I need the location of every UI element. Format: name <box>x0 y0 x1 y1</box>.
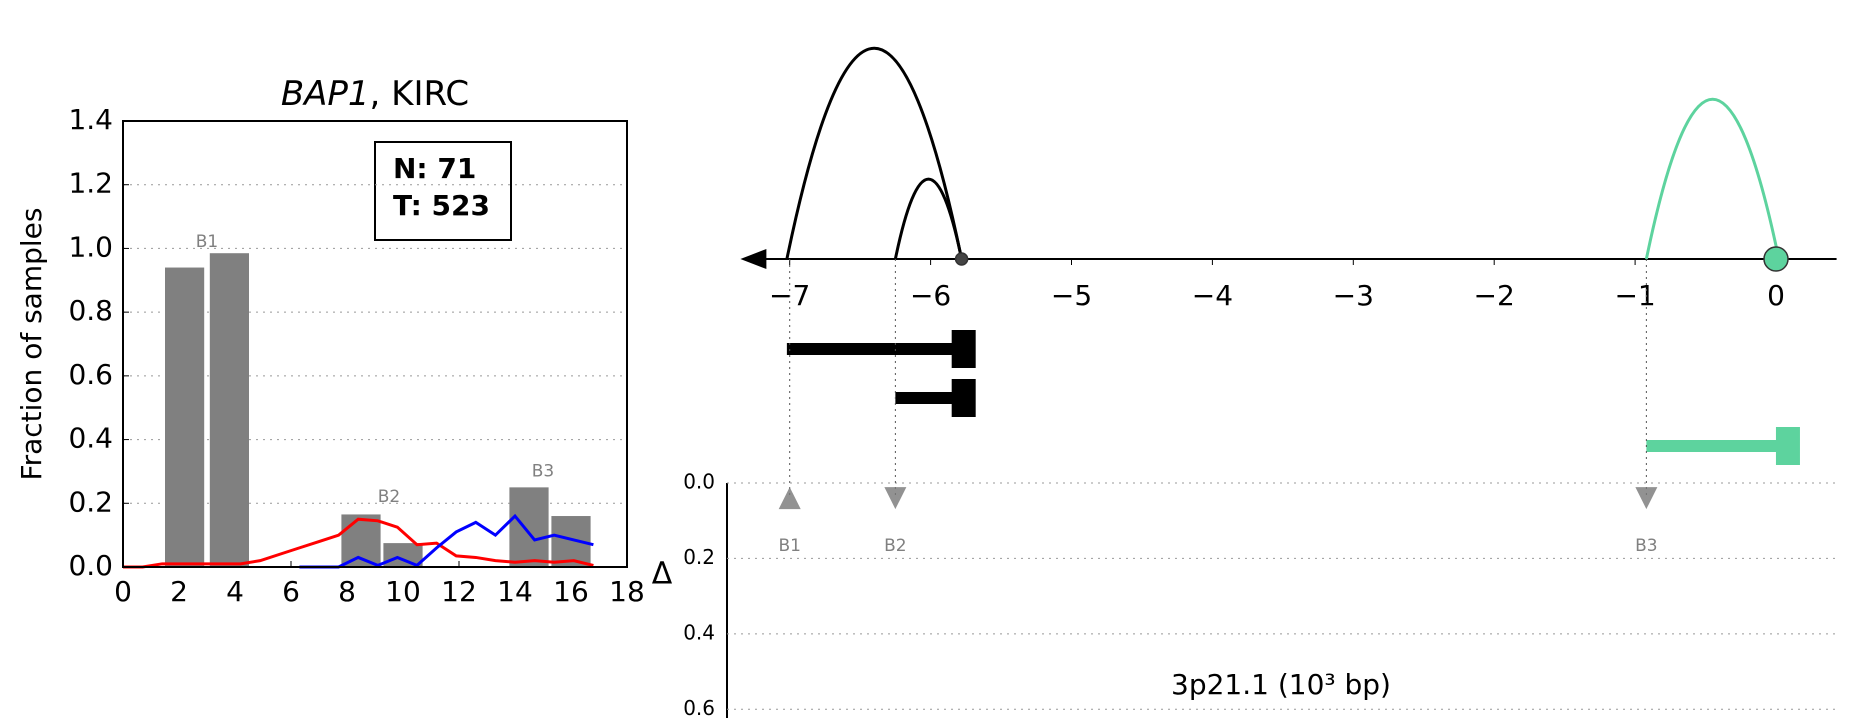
x-tick-label: 10 <box>385 575 421 608</box>
delta-label: Δ <box>652 557 673 592</box>
delta-marker <box>778 487 801 510</box>
transcript-cap <box>951 379 976 417</box>
x-tick-label: 4 <box>226 575 244 608</box>
x-tick-label: 18 <box>609 575 645 608</box>
bar-label: B3 <box>532 461 554 481</box>
bar <box>383 543 423 567</box>
transcript-cap <box>951 330 976 368</box>
transcript-cap <box>1775 427 1800 465</box>
y-tick-label: 0.8 <box>68 294 113 327</box>
x-tick-label: −2 <box>1474 279 1515 312</box>
y-tick-label: 0.4 <box>68 422 113 455</box>
bar <box>209 253 249 567</box>
y-axis-label: Fraction of samples <box>15 208 48 481</box>
x-tick-label: 6 <box>282 575 300 608</box>
y-tick-label: 1.0 <box>68 230 113 263</box>
y-tick-label: 0.4 <box>683 620 715 644</box>
plot-frame <box>122 120 628 568</box>
bar <box>165 267 205 567</box>
x-tick-label: −4 <box>1192 279 1233 312</box>
x-tick-label: 16 <box>553 575 589 608</box>
arc <box>785 46 964 260</box>
y-tick-label: 0.0 <box>68 549 113 582</box>
delta-marker <box>1635 487 1658 510</box>
y-tick-label: 1.4 <box>68 103 113 136</box>
x-axis-label: 3p21.1 (10³ bp) <box>1171 668 1391 701</box>
x-tick-label: −5 <box>1051 279 1092 312</box>
y-tick-label: 0.2 <box>683 545 715 569</box>
arc <box>1644 97 1781 260</box>
x-tick-label: 12 <box>441 575 477 608</box>
y-tick-label: 0.0 <box>683 470 715 494</box>
marker-label: B1 <box>778 536 800 556</box>
bar <box>509 487 549 567</box>
y-tick-label: 0.2 <box>68 485 113 518</box>
transcript <box>786 343 954 355</box>
locus-point <box>954 252 969 266</box>
bar-label: B2 <box>378 487 400 507</box>
y-tick-label: 0.6 <box>68 358 113 391</box>
marker-label: B2 <box>884 536 906 556</box>
annotation-box <box>374 141 512 241</box>
delta-marker <box>884 487 907 510</box>
y-tick-label: 0.6 <box>683 696 715 718</box>
x-tick-label: 0 <box>1767 279 1785 312</box>
x-tick-label: 8 <box>338 575 356 608</box>
transcript <box>895 392 954 404</box>
arc <box>893 177 964 260</box>
transcript <box>1646 440 1778 452</box>
annotation-t: T: 523 <box>393 189 490 222</box>
title-rest: , KIRC <box>370 74 470 114</box>
line-series <box>123 517 594 569</box>
chart-title: BAP1, KIRC <box>281 74 469 114</box>
x-tick-label: 2 <box>170 575 188 608</box>
x-tick-label: 0 <box>114 575 132 608</box>
locus-point <box>1763 246 1789 272</box>
annotation-n: N: 71 <box>393 152 476 185</box>
x-tick-label: 14 <box>497 575 533 608</box>
axis-arrow <box>740 249 767 269</box>
x-tick-label: −6 <box>910 279 951 312</box>
x-tick-label: −1 <box>1614 279 1655 312</box>
y-tick-label: 1.2 <box>68 167 113 200</box>
bar-label: B1 <box>196 232 218 252</box>
x-tick-label: −3 <box>1333 279 1374 312</box>
title-gene: BAP1 <box>281 74 370 114</box>
line-series <box>299 513 594 569</box>
marker-label: B3 <box>1635 536 1657 556</box>
